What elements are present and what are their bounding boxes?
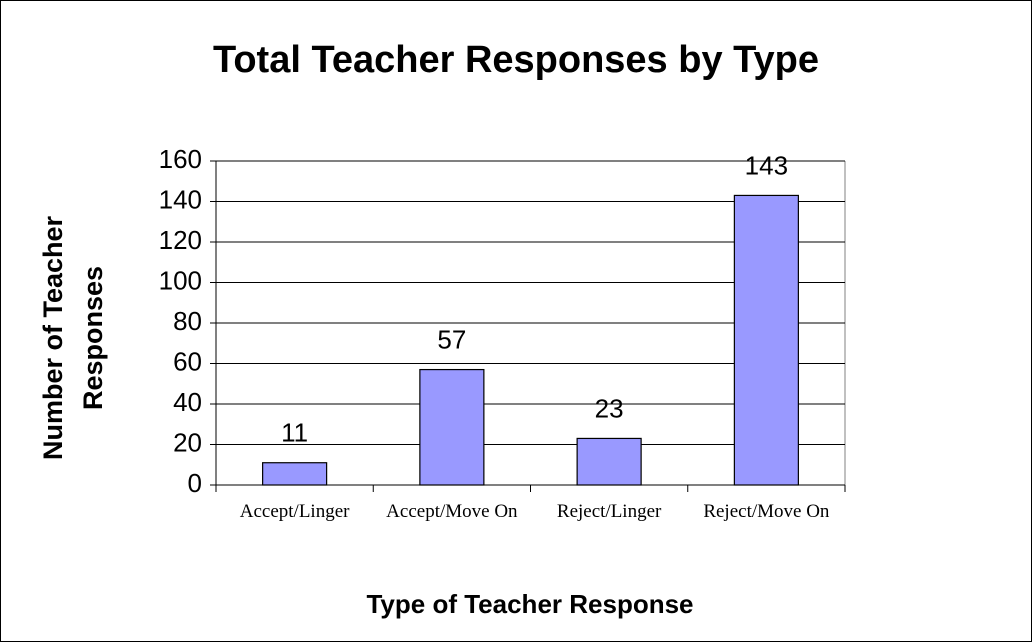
y-tick-label: 40	[173, 387, 202, 417]
y-tick-label: 80	[173, 306, 202, 336]
x-tick-label: Reject/Linger	[556, 501, 662, 522]
x-tick-label: Accept/Move On	[386, 501, 518, 522]
y-tick-label: 140	[159, 184, 202, 214]
x-tick-label: Reject/Move On	[703, 501, 830, 522]
y-axis-title: Number of Teacher Responses	[38, 215, 108, 461]
y-tick-label: 20	[173, 427, 202, 457]
bar	[262, 462, 328, 486]
y-tick-label: 160	[159, 144, 202, 174]
bar	[733, 194, 799, 486]
data-label: 143	[745, 150, 788, 180]
bar	[576, 437, 642, 486]
y-tick-label: 120	[159, 225, 202, 255]
data-label: 23	[595, 393, 624, 423]
data-label: 11	[281, 418, 308, 448]
x-axis-title: Type of Teacher Response	[366, 589, 693, 619]
y-tick-label: 60	[173, 346, 202, 376]
data-label: 57	[437, 324, 466, 354]
y-tick-label: 100	[159, 265, 202, 295]
bar	[419, 368, 485, 486]
chart-title: Total Teacher Responses by Type	[213, 39, 819, 81]
y-tick-label: 0	[188, 468, 202, 498]
x-tick-label: Accept/Linger	[239, 501, 350, 522]
